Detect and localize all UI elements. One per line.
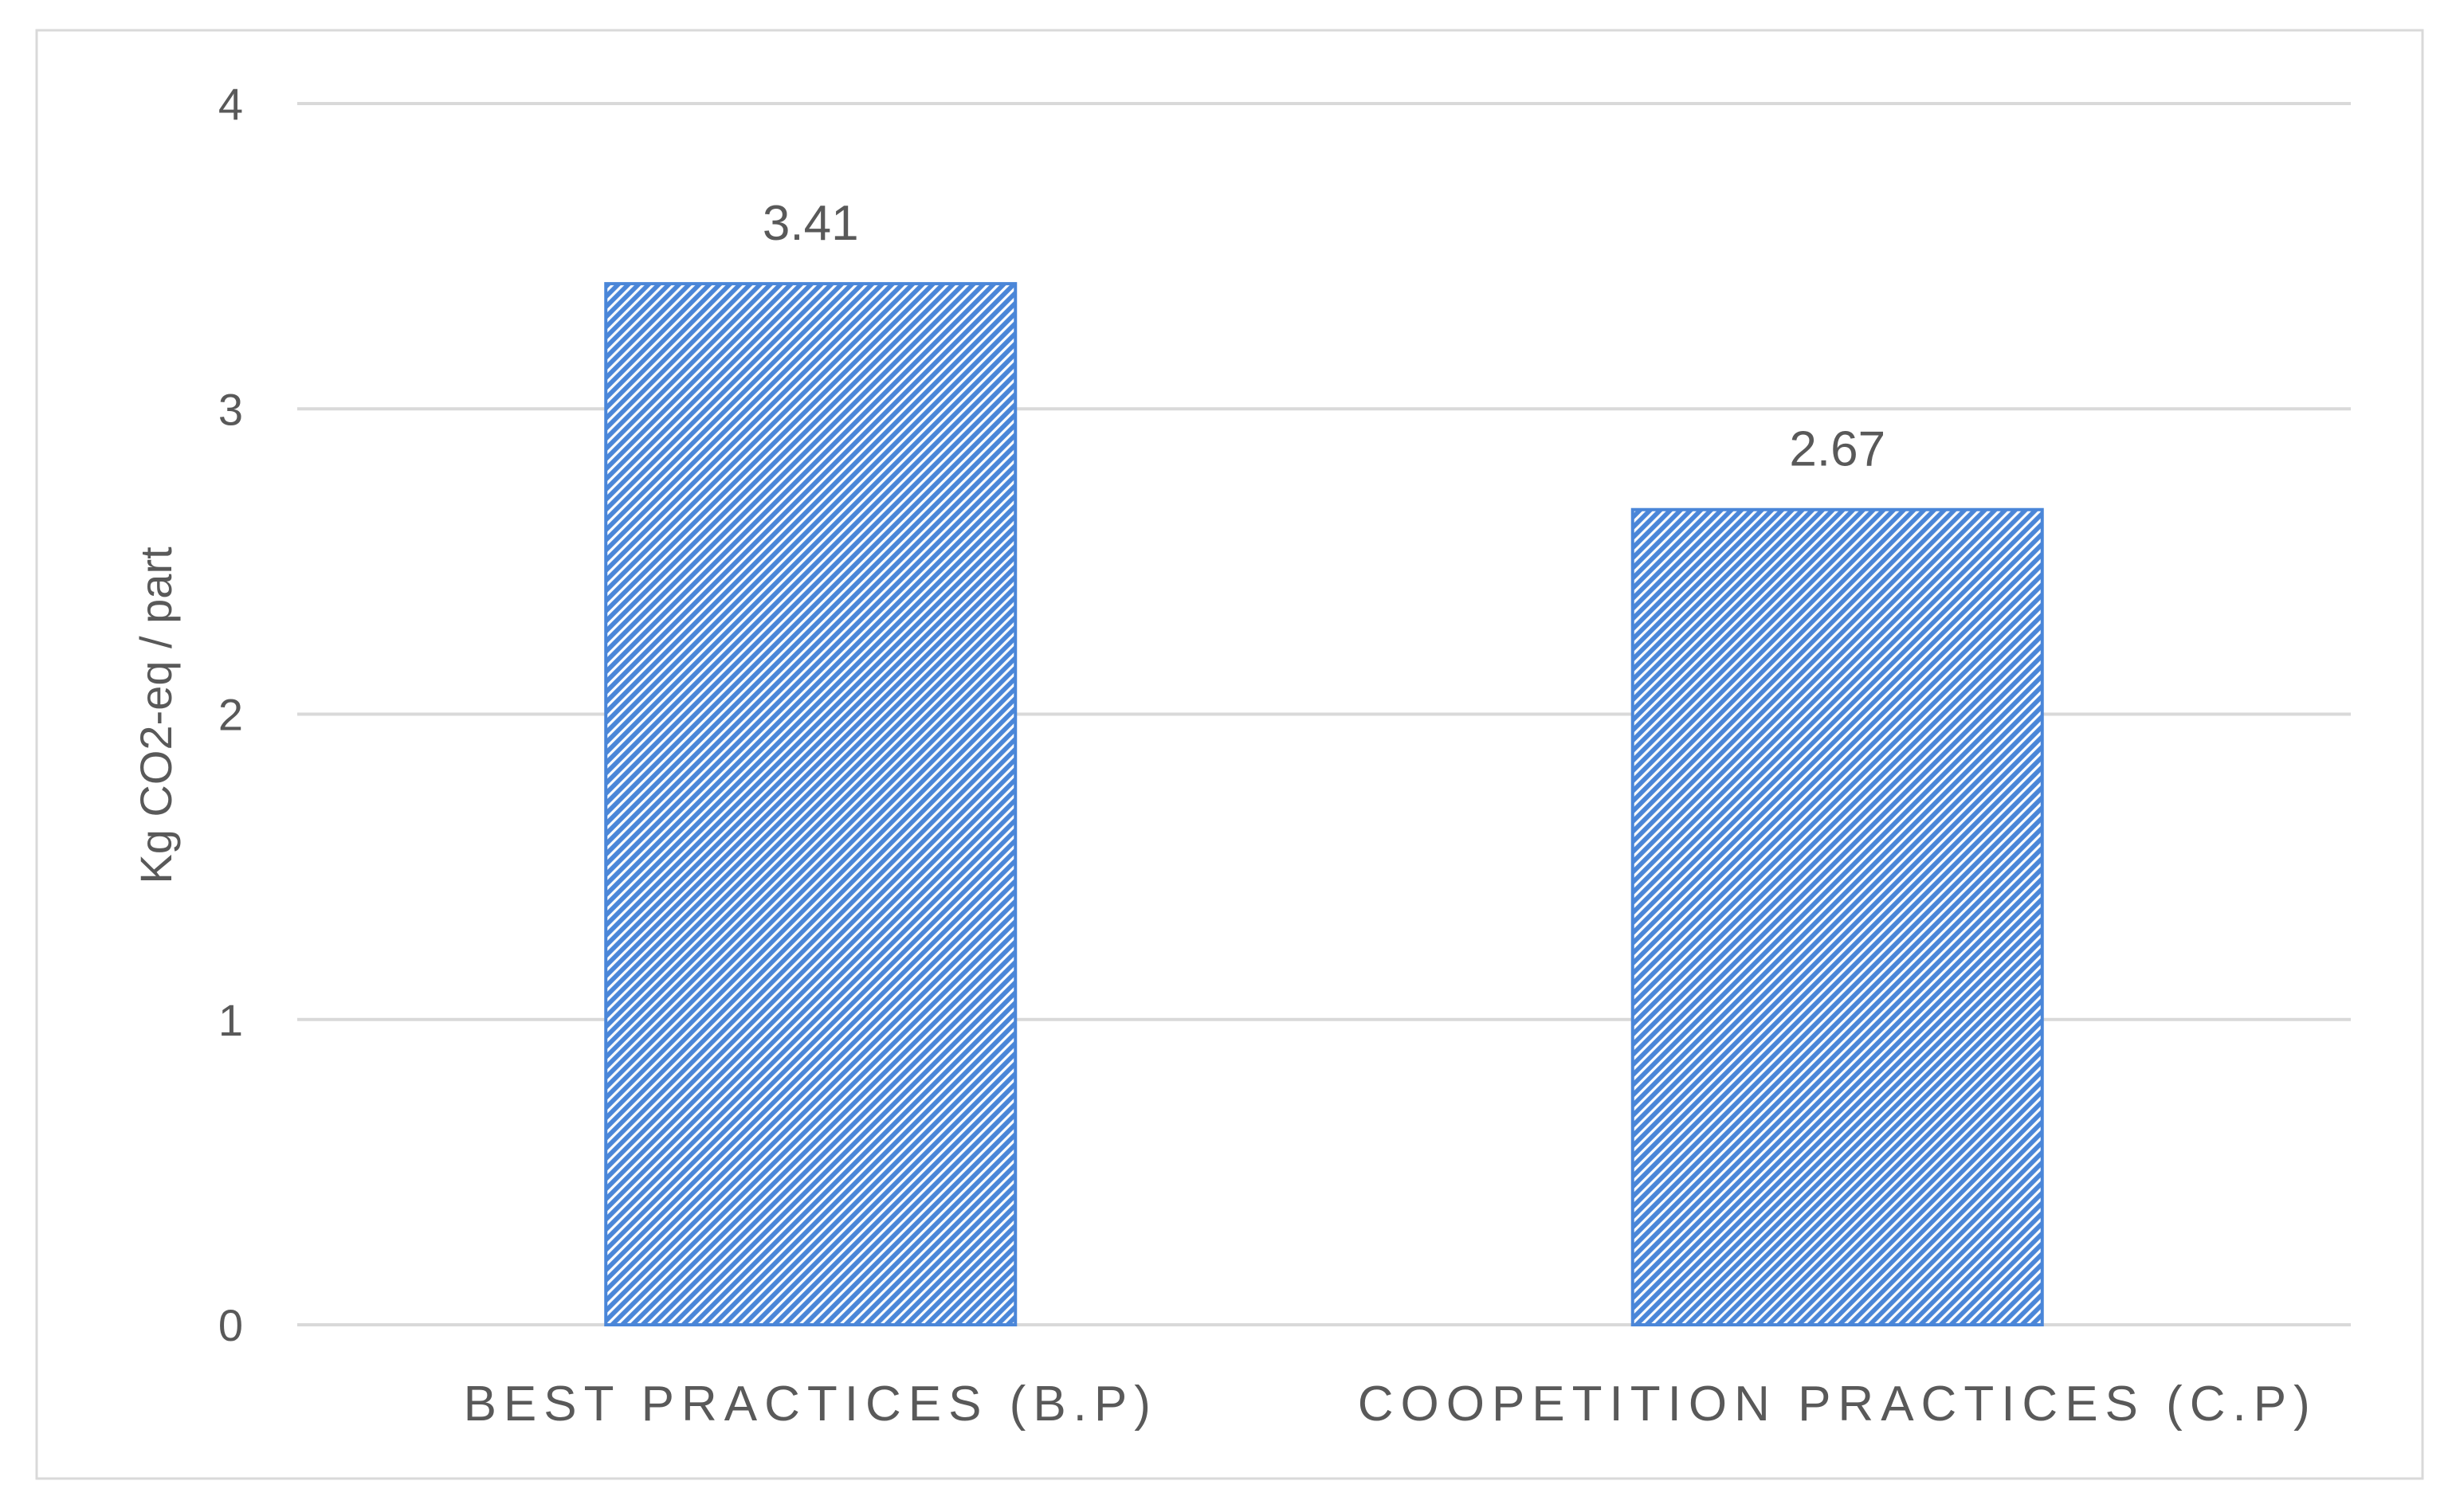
bar	[1630, 507, 2044, 1326]
bars	[604, 282, 2044, 1326]
x-axis-ticks: BEST PRACTICES (B.P) COOPETITION PRACTICE…	[464, 1377, 2317, 1432]
data-labels: 3.41 2.67	[763, 196, 1885, 477]
data-label: 2.67	[1789, 422, 1885, 477]
bar	[604, 282, 1018, 1326]
y-axis-ticks: 0 1 2 3 4	[218, 79, 243, 1350]
x-tick-label: COOPETITION PRACTICES (C.P)	[1358, 1377, 2317, 1432]
x-tick-label: BEST PRACTICES (B.P)	[464, 1377, 1158, 1432]
data-label: 3.41	[763, 196, 859, 251]
y-tick-label: 4	[218, 79, 243, 129]
y-tick-label: 1	[218, 995, 243, 1045]
y-tick-label: 0	[218, 1300, 243, 1350]
y-axis-label: Kg CO2-eq / part	[131, 546, 181, 884]
y-tick-label: 3	[218, 384, 243, 434]
y-tick-label: 2	[218, 690, 243, 740]
chart-frame	[35, 29, 2424, 1480]
